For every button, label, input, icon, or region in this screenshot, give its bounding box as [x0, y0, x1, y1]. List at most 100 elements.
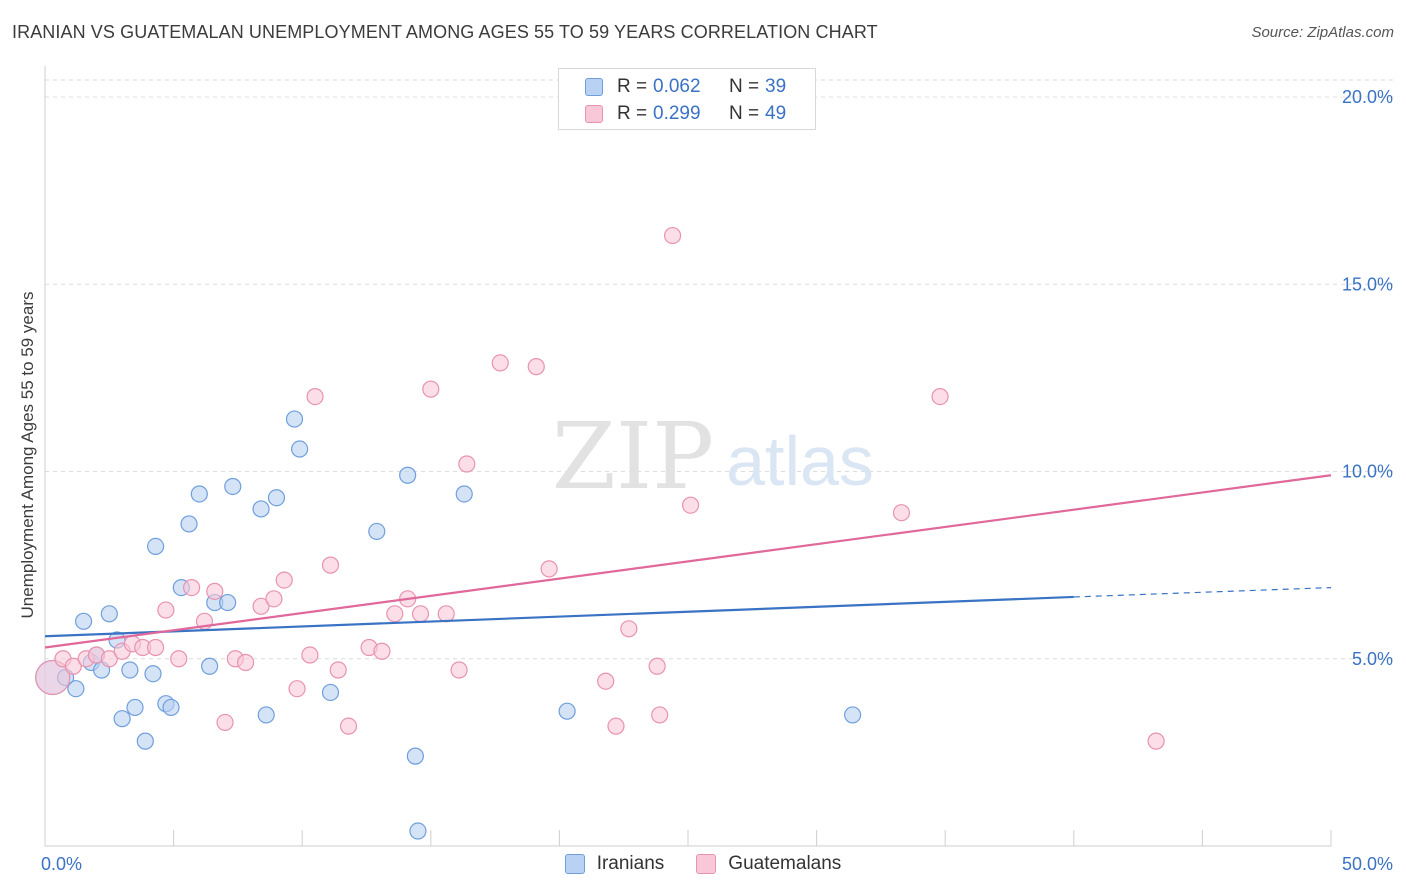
point-iranians	[162, 698, 180, 717]
point-guatemalans	[64, 657, 82, 675]
point-iranians	[368, 522, 386, 541]
point-guatemalans	[216, 713, 234, 732]
point-guatemalans	[648, 657, 666, 675]
point-guatemalans	[422, 380, 440, 398]
y-tick-label: 20.0%	[1342, 87, 1393, 107]
stats-row-guatemalans: R = 0.299 N = 49	[585, 101, 786, 127]
point-guatemalans	[931, 388, 949, 406]
r-value: 0.062	[653, 76, 701, 97]
point-guatemalans	[329, 661, 347, 679]
r-label: R =	[617, 103, 648, 124]
point-iranians	[190, 485, 208, 503]
point-iranians	[224, 477, 242, 496]
point-guatemalans	[306, 388, 324, 406]
x-tick-label: 0.0%	[41, 854, 82, 874]
y-tick-label: 15.0%	[1342, 274, 1393, 294]
point-iranians	[146, 537, 165, 556]
point-guatemalans	[651, 706, 669, 724]
y-tick-label: 5.0%	[1352, 649, 1393, 669]
point-iranians	[113, 710, 131, 728]
watermark: ZIP atlas	[552, 403, 874, 510]
x-tick-label: 50.0%	[1342, 854, 1393, 874]
point-guatemalans	[237, 653, 255, 672]
point-iranians	[67, 680, 85, 698]
y-tick-label: 10.0%	[1342, 462, 1393, 482]
point-iranians	[74, 612, 93, 630]
r-label: R =	[617, 76, 648, 97]
point-guatemalans	[170, 650, 188, 668]
n-label: N =	[729, 76, 760, 97]
legend-item-iranians[interactable]: Iranians	[564, 853, 665, 875]
point-guatemalans	[607, 717, 625, 735]
point-guatemalans	[288, 680, 306, 698]
point-iranians	[252, 500, 270, 518]
point-guatemalans	[275, 571, 293, 589]
n-value: 49	[765, 103, 787, 124]
point-guatemalans	[386, 605, 404, 623]
point-iranians	[180, 515, 198, 533]
n-value: 39	[765, 76, 787, 97]
point-iranians	[844, 706, 862, 724]
gridlines	[45, 79, 1393, 660]
point-guatemalans	[437, 605, 455, 623]
point-iranians	[100, 605, 118, 623]
point-guatemalans	[597, 672, 615, 690]
stats-swatch-guatemalans	[585, 105, 603, 123]
point-guatemalans	[527, 358, 545, 376]
point-iranians	[257, 706, 275, 724]
point-guatemalans	[301, 646, 319, 664]
point-guatemalans	[373, 642, 391, 660]
point-guatemalans	[620, 620, 638, 638]
point-guatemalans	[157, 601, 175, 619]
point-guatemalans	[1147, 732, 1165, 750]
trend-lines	[44, 474, 1332, 649]
point-iranians	[399, 466, 417, 484]
point-iranians	[285, 410, 304, 428]
point-guatemalans	[35, 659, 71, 696]
watermark-zip: ZIP	[552, 403, 714, 510]
point-guatemalans	[681, 496, 700, 514]
source-label: Source: ZipAtlas.com	[1251, 24, 1394, 41]
chart-title: IRANIAN VS GUATEMALAN UNEMPLOYMENT AMONG…	[12, 22, 878, 42]
point-guatemalans	[146, 638, 165, 657]
point-iranians	[455, 485, 473, 503]
legend-swatch-iranians	[564, 854, 585, 874]
point-iranians	[409, 822, 427, 840]
point-iranians	[267, 489, 286, 507]
trendline-iranians	[44, 595, 1074, 638]
n-label: N =	[729, 103, 760, 124]
point-iranians	[406, 747, 424, 765]
point-guatemalans	[450, 661, 468, 679]
point-guatemalans	[491, 354, 509, 372]
tick-labels: 5.0% 10.0% 15.0% 20.0% 0.0% 50.0%	[41, 87, 1393, 874]
point-guatemalans	[265, 590, 283, 608]
legend-label-guatemalans: Guatemalans	[728, 853, 842, 874]
point-guatemalans	[892, 504, 911, 522]
point-iranians	[219, 593, 237, 612]
point-guatemalans	[206, 582, 224, 600]
point-guatemalans	[663, 226, 682, 245]
point-guatemalans	[100, 650, 118, 668]
point-guatemalans	[321, 556, 340, 574]
trendline-iranians-extension	[1073, 586, 1332, 598]
point-iranians	[136, 732, 154, 750]
stats-row-iranians: R = 0.062 N = 39	[585, 74, 786, 100]
point-guatemalans	[411, 605, 430, 623]
point-guatemalans	[540, 560, 558, 578]
stats-swatch-iranians	[585, 78, 603, 96]
legend-item-guatemalans[interactable]: Guatemalans	[696, 853, 841, 875]
point-iranians	[126, 698, 144, 717]
point-iranians	[144, 665, 162, 683]
data-points	[35, 226, 1165, 840]
r-value: 0.299	[653, 103, 701, 124]
point-iranians	[121, 661, 139, 679]
legend: Iranians Guatemalans	[0, 850, 1406, 878]
point-guatemalans	[252, 597, 270, 615]
axes	[44, 66, 1332, 847]
legend-label-iranians: Iranians	[596, 853, 665, 874]
point-iranians	[321, 683, 340, 702]
stats-box: R = 0.062 N = 39 R = 0.299 N = 49	[558, 68, 816, 130]
point-iranians	[201, 657, 219, 675]
point-iranians	[291, 440, 309, 458]
